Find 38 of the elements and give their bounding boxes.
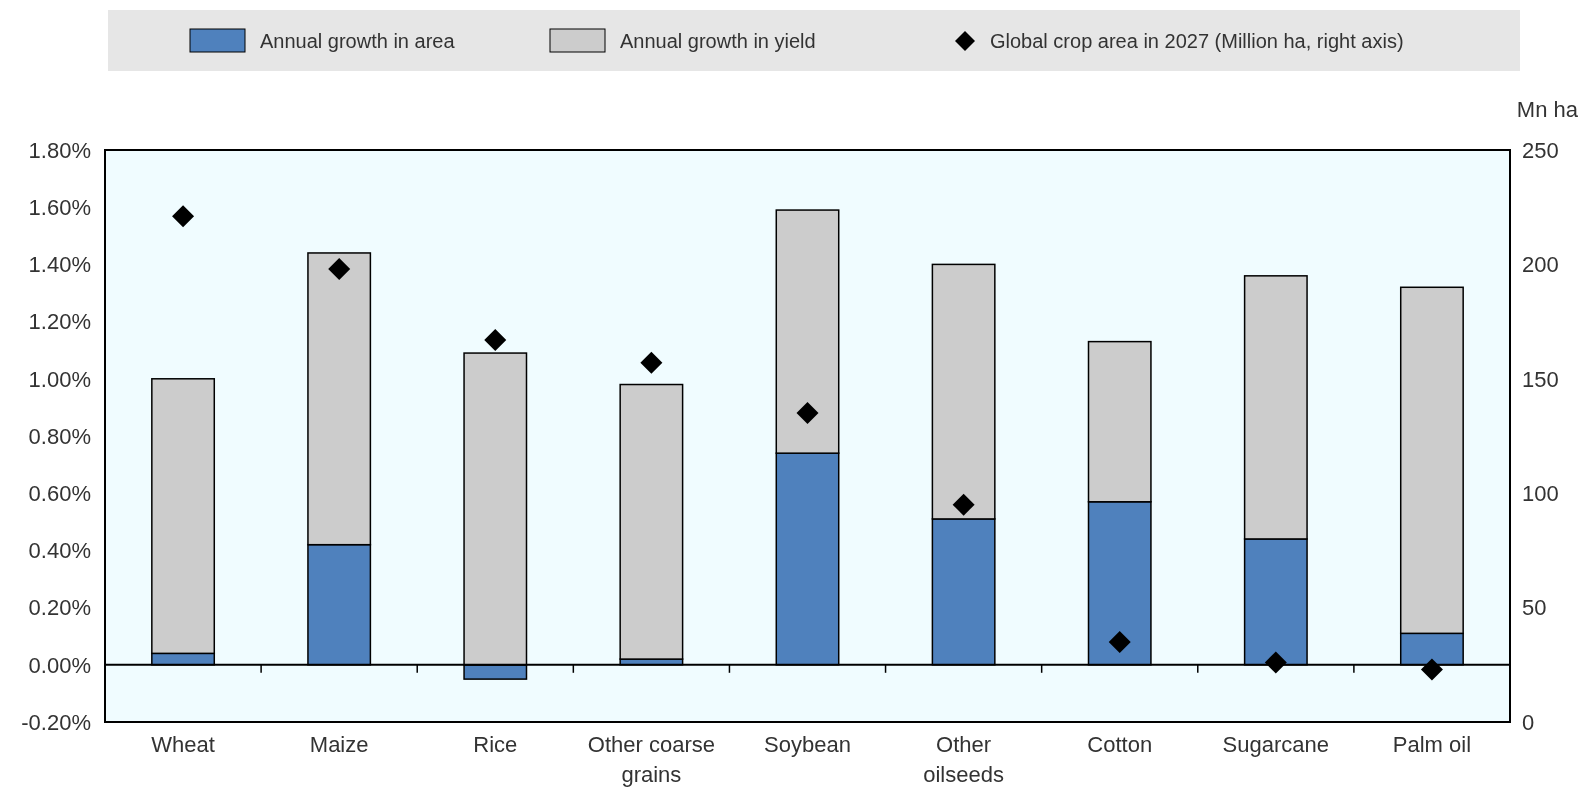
point xyxy=(640,351,663,374)
point xyxy=(172,205,195,228)
y2-tick-label: 0 xyxy=(1522,709,1535,735)
y-tick-label: 1.80% xyxy=(28,137,91,163)
x-tick-label: Other coarse grains xyxy=(587,732,715,787)
y-tick-label: 1.00% xyxy=(28,366,91,392)
y-tick-label: 0.00% xyxy=(28,652,91,678)
x-tick-label: Cotton xyxy=(1087,732,1153,757)
x-tick-label: Soybean xyxy=(764,732,851,757)
y2-tick-label: 150 xyxy=(1522,366,1559,392)
x-tick-label: Other oilseeds xyxy=(923,732,1004,787)
x-tick-label: Sugarcane xyxy=(1222,732,1330,757)
y2-tick-label: 50 xyxy=(1522,595,1547,621)
y2-tick-label: 200 xyxy=(1522,252,1559,278)
legend-label: Annual growth in area xyxy=(260,30,456,52)
point xyxy=(328,257,351,280)
point xyxy=(796,402,819,425)
x-tick-label: Rice xyxy=(473,732,518,757)
point xyxy=(952,493,975,516)
x-tick-label: Maize xyxy=(309,732,369,757)
y-tick-label: 1.40% xyxy=(28,252,91,278)
x-tick-label: Palm oil xyxy=(1392,732,1472,757)
y2-axis-title: Mn ha xyxy=(1516,97,1579,122)
y-tick-label: -0.20% xyxy=(21,709,91,735)
y-tick-label: 1.60% xyxy=(28,194,91,220)
y-tick-label: 0.40% xyxy=(28,538,91,564)
point xyxy=(484,328,507,351)
y2-tick-label: 250 xyxy=(1522,137,1559,163)
x-tick-label: Wheat xyxy=(151,732,215,757)
legend-label: Annual growth in yield xyxy=(620,30,816,52)
legend-label: Global crop area in 2027 (Million ha, right axis) xyxy=(990,30,1404,52)
bar xyxy=(619,383,684,660)
y-tick-label: 1.20% xyxy=(28,309,91,335)
y-tick-label: 0.20% xyxy=(28,595,91,621)
y-tick-label: 0.60% xyxy=(28,480,91,506)
y-tick-label: 0.80% xyxy=(28,423,91,449)
point xyxy=(1108,630,1131,653)
y2-tick-label: 100 xyxy=(1522,480,1559,506)
